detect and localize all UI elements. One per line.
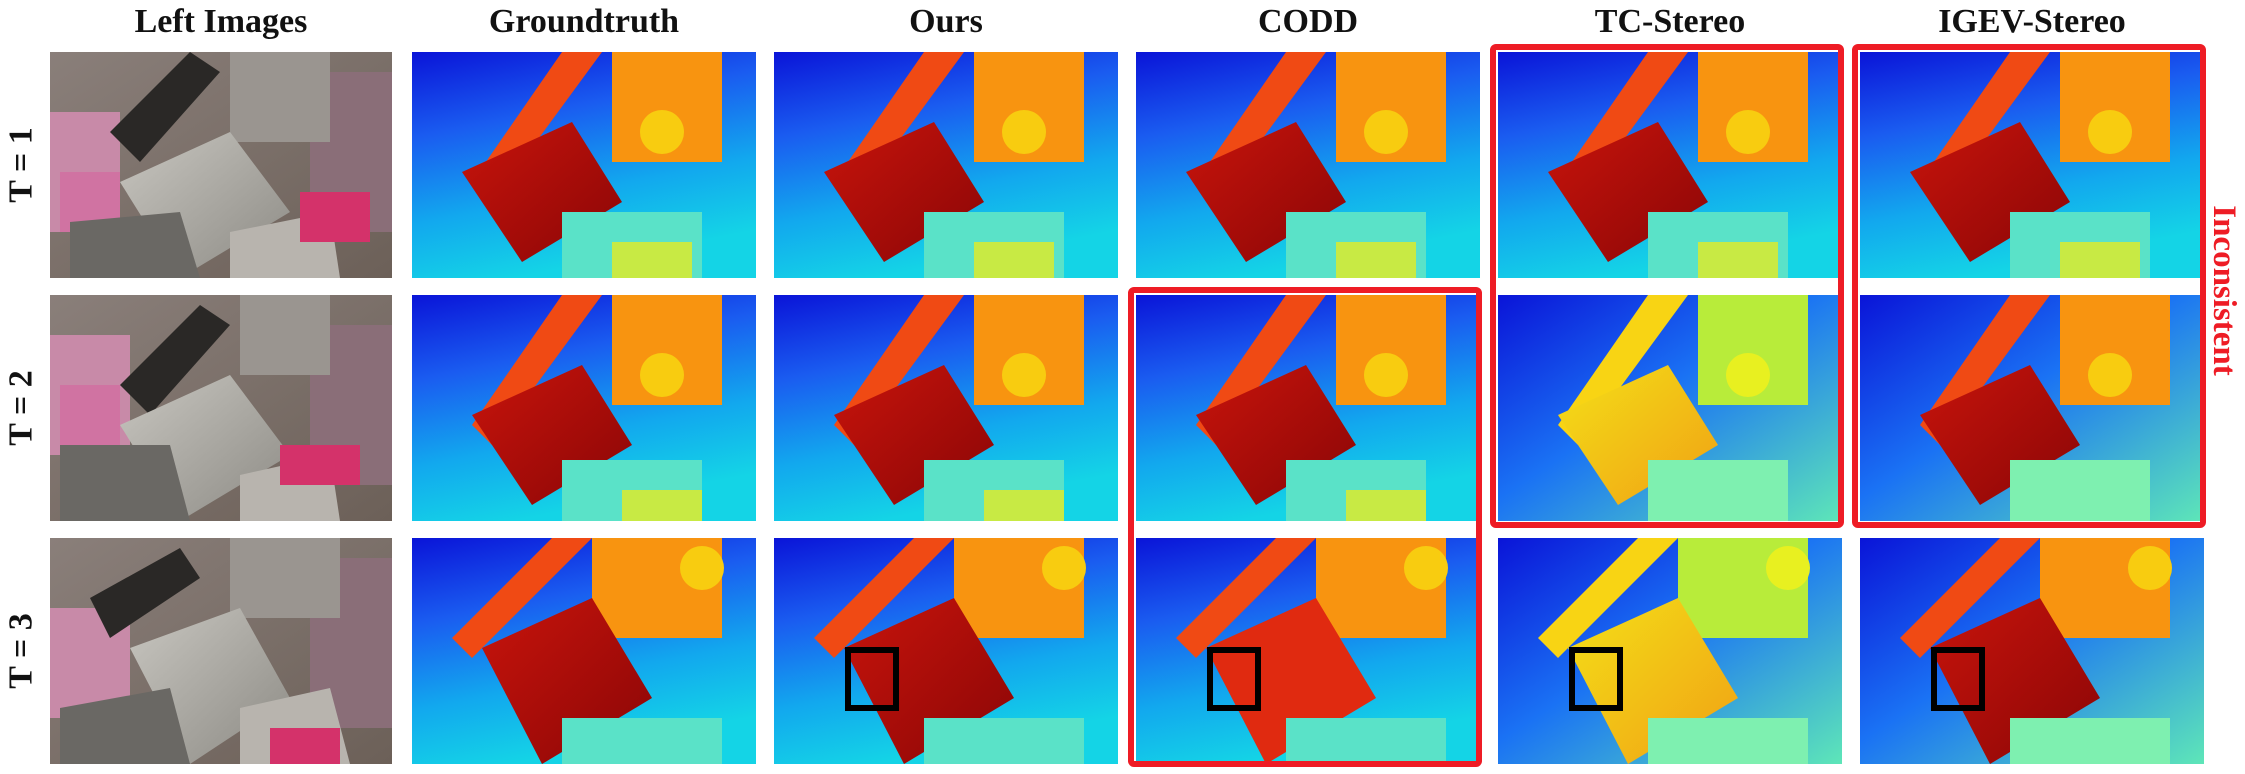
- column-header-ours: Ours: [909, 3, 983, 40]
- column-header-igev-stereo: IGEV-Stereo: [1938, 3, 2126, 40]
- depth-map-groundtruth-t2: [412, 295, 756, 521]
- row-label-t2: T = 2: [3, 370, 40, 446]
- row-label-t1: T = 1: [3, 127, 40, 203]
- left-image-t3: [50, 538, 392, 764]
- depth-map-groundtruth-t3: [412, 538, 756, 764]
- zoom-box: [1569, 647, 1623, 711]
- depth-map-tc-stereo-t1: [1498, 52, 1842, 278]
- column-header-tc-stereo: TC-Stereo: [1594, 3, 1746, 40]
- depth-map-igev-stereo-t1: [1860, 52, 2204, 278]
- inconsistent-label: Inconsistent: [2205, 204, 2242, 376]
- depth-map-codd-t2: [1136, 295, 1480, 521]
- zoom-box: [1207, 647, 1261, 711]
- left-image-t2: [50, 295, 392, 521]
- column-header-left-images: Left Images: [134, 3, 308, 40]
- column-header-codd: CODD: [1257, 3, 1359, 40]
- depth-map-codd-t3: [1136, 538, 1480, 764]
- depth-map-groundtruth-t1: [412, 52, 756, 278]
- depth-map-tc-stereo-t2: [1498, 295, 1842, 521]
- row-label-t3: T = 3: [3, 613, 40, 689]
- zoom-box: [845, 647, 899, 711]
- zoom-box: [1931, 647, 1985, 711]
- depth-map-ours-t3: [774, 538, 1118, 764]
- depth-map-codd-t1: [1136, 52, 1480, 278]
- depth-map-ours-t1: [774, 52, 1118, 278]
- depth-map-igev-stereo-t2: [1860, 295, 2204, 521]
- depth-map-tc-stereo-t3: [1498, 538, 1842, 764]
- depth-map-ours-t2: [774, 295, 1118, 521]
- column-header-groundtruth: Groundtruth: [488, 3, 680, 40]
- depth-map-igev-stereo-t3: [1860, 538, 2204, 764]
- left-image-t1: [50, 52, 392, 278]
